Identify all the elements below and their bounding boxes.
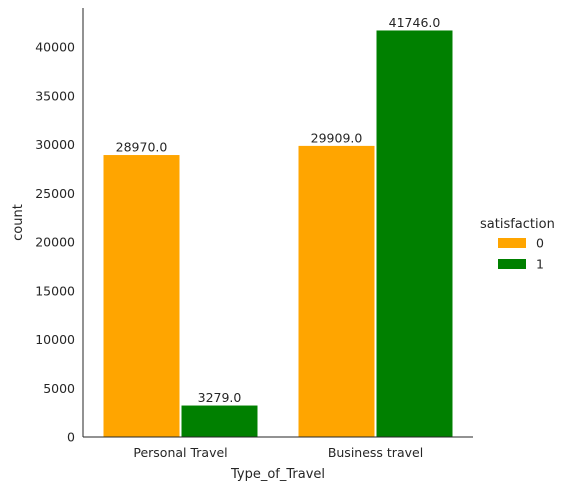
bar-personal-travel-satisfaction-1 (180, 404, 259, 438)
data-label: 3279.0 (198, 390, 242, 405)
y-axis-title: count (11, 204, 26, 241)
axes-layer: 0 5000 10000 15000 20000 25000 30000 35000 40000… (35, 8, 473, 460)
legend-label-1: 1 (536, 257, 544, 272)
y-tick-label: 5000 (43, 381, 75, 396)
y-tick-label: 10000 (35, 332, 75, 347)
y-tick-label: 20000 (35, 235, 75, 250)
legend-label-0: 0 (536, 236, 544, 251)
y-tick-label: 0 (67, 430, 75, 445)
legend: satisfaction 0 1 (480, 217, 555, 272)
x-tick-label: Business travel (328, 445, 423, 460)
data-label: 28970.0 (116, 140, 168, 155)
bars-layer (102, 29, 454, 438)
bar-business-travel-satisfaction-0 (297, 144, 376, 438)
data-label: 29909.0 (311, 130, 363, 145)
legend-swatch-0 (498, 238, 526, 248)
bar-business-travel-satisfaction-1 (375, 29, 454, 438)
y-tick-label: 35000 (35, 88, 75, 103)
y-tick-label: 30000 (35, 137, 75, 152)
x-tick-label: Personal Travel (133, 445, 227, 460)
x-axis-title: Type_of_Travel (230, 467, 325, 482)
legend-swatch-1 (498, 259, 526, 269)
data-labels-layer: 28970.0 3279.0 29909.0 41746.0 (116, 15, 441, 405)
y-tick-label: 40000 (35, 40, 75, 55)
bar-personal-travel-satisfaction-0 (102, 154, 181, 438)
y-tick-label: 15000 (35, 283, 75, 298)
y-tick-label: 25000 (35, 186, 75, 201)
legend-title: satisfaction (480, 217, 555, 232)
data-label: 41746.0 (389, 15, 441, 30)
